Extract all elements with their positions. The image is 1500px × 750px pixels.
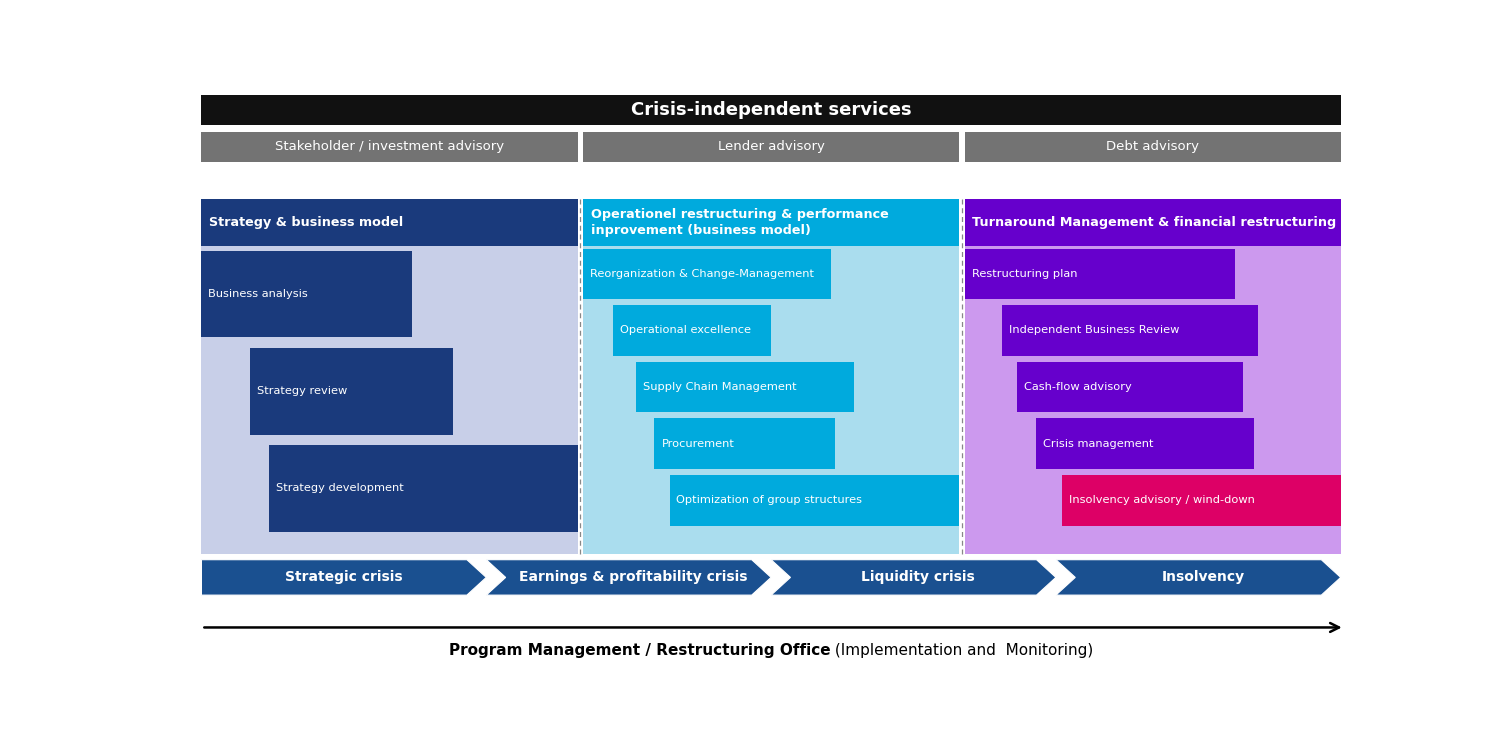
Text: Insolvency advisory / wind-down: Insolvency advisory / wind-down bbox=[1070, 496, 1256, 506]
Text: Independent Business Review: Independent Business Review bbox=[1010, 326, 1179, 335]
Text: Lender advisory: Lender advisory bbox=[717, 140, 825, 154]
FancyBboxPatch shape bbox=[1036, 419, 1254, 469]
FancyBboxPatch shape bbox=[636, 362, 854, 413]
FancyBboxPatch shape bbox=[201, 95, 1341, 124]
Text: Liquidity crisis: Liquidity crisis bbox=[861, 571, 975, 584]
Text: Program Management / Restructuring Office: Program Management / Restructuring Offic… bbox=[448, 643, 831, 658]
FancyBboxPatch shape bbox=[614, 305, 771, 356]
Text: Debt advisory: Debt advisory bbox=[1106, 140, 1198, 154]
FancyBboxPatch shape bbox=[584, 200, 958, 245]
Polygon shape bbox=[771, 560, 1056, 595]
FancyBboxPatch shape bbox=[201, 200, 578, 554]
Text: Procurement: Procurement bbox=[662, 439, 735, 448]
FancyBboxPatch shape bbox=[584, 248, 831, 299]
FancyBboxPatch shape bbox=[584, 132, 958, 161]
Text: Strategic crisis: Strategic crisis bbox=[285, 571, 402, 584]
FancyBboxPatch shape bbox=[201, 200, 578, 245]
FancyBboxPatch shape bbox=[251, 348, 453, 434]
Polygon shape bbox=[201, 560, 486, 595]
Text: Restructuring plan: Restructuring plan bbox=[972, 268, 1077, 279]
Polygon shape bbox=[486, 560, 771, 595]
FancyBboxPatch shape bbox=[268, 445, 578, 532]
Text: Crisis management: Crisis management bbox=[1042, 439, 1154, 448]
Text: Insolvency: Insolvency bbox=[1161, 571, 1245, 584]
Text: Reorganization & Change-Management: Reorganization & Change-Management bbox=[590, 268, 814, 279]
Text: Strategy review: Strategy review bbox=[258, 386, 348, 396]
FancyBboxPatch shape bbox=[964, 248, 1236, 299]
Text: Turnaround Management & financial restructuring: Turnaround Management & financial restru… bbox=[972, 216, 1336, 229]
Text: Optimization of group structures: Optimization of group structures bbox=[676, 496, 862, 506]
FancyBboxPatch shape bbox=[1017, 362, 1244, 413]
Text: Strategy & business model: Strategy & business model bbox=[209, 216, 404, 229]
FancyBboxPatch shape bbox=[1062, 475, 1341, 526]
Text: Supply Chain Management: Supply Chain Management bbox=[642, 382, 796, 392]
FancyBboxPatch shape bbox=[201, 251, 412, 338]
Text: Crisis-independent services: Crisis-independent services bbox=[632, 101, 912, 119]
Text: Operationel restructuring & performance
inprovement (business model): Operationel restructuring & performance … bbox=[591, 208, 888, 237]
FancyBboxPatch shape bbox=[669, 475, 958, 526]
FancyBboxPatch shape bbox=[1002, 305, 1258, 356]
FancyBboxPatch shape bbox=[964, 132, 1341, 161]
Text: Earnings & profitability crisis: Earnings & profitability crisis bbox=[519, 571, 748, 584]
Polygon shape bbox=[1056, 560, 1341, 595]
FancyBboxPatch shape bbox=[964, 200, 1341, 245]
Text: (Implementation and  Monitoring): (Implementation and Monitoring) bbox=[831, 643, 1094, 658]
FancyBboxPatch shape bbox=[584, 200, 958, 554]
FancyBboxPatch shape bbox=[964, 200, 1341, 554]
Text: Cash-flow advisory: Cash-flow advisory bbox=[1024, 382, 1132, 392]
Text: Business analysis: Business analysis bbox=[209, 289, 308, 299]
FancyBboxPatch shape bbox=[654, 419, 836, 469]
Text: Strategy development: Strategy development bbox=[276, 483, 404, 494]
Text: Operational excellence: Operational excellence bbox=[620, 326, 752, 335]
Text: Stakeholder / investment advisory: Stakeholder / investment advisory bbox=[274, 140, 504, 154]
FancyBboxPatch shape bbox=[201, 132, 578, 161]
